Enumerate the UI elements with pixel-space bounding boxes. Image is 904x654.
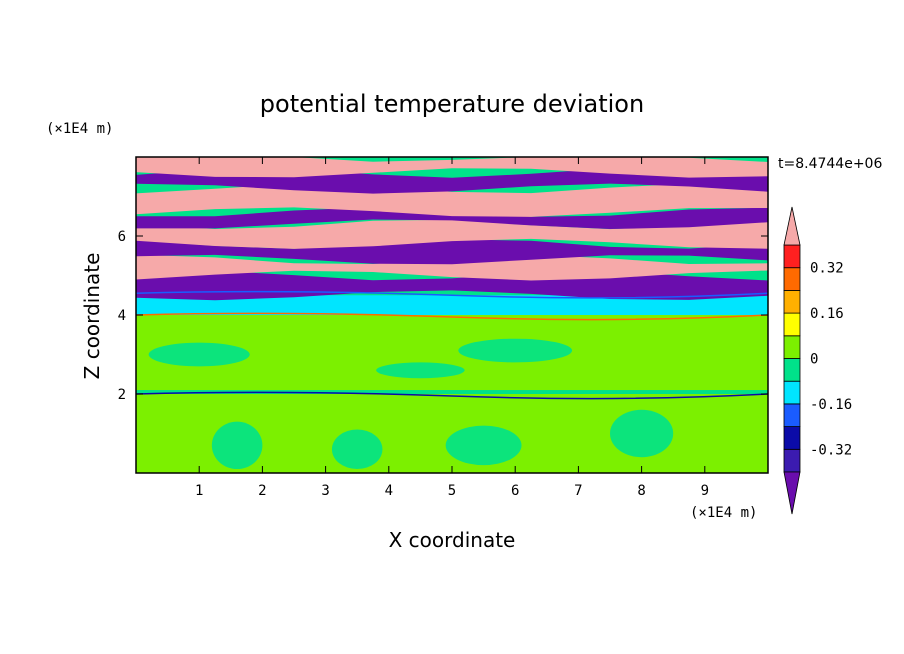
x-axis: 1 2 3 4 5 6 7 8 9 <box>195 157 709 499</box>
contour-band <box>136 183 768 217</box>
y-axis: 2 4 6 <box>118 229 768 403</box>
x-tick-label: 7 <box>574 483 582 499</box>
chart-title: potential temperature deviation <box>260 90 644 118</box>
x-tick-label: 3 <box>321 483 329 499</box>
contour-patch <box>142 413 206 454</box>
colorbar-segment <box>783 426 801 450</box>
y-axis-unit: (×1E4 m) <box>46 121 113 137</box>
x-tick-label: 2 <box>258 483 266 499</box>
contour-band <box>136 295 768 315</box>
contour-band <box>136 239 768 265</box>
contour-patch <box>211 421 263 470</box>
colorbar-min-triangle <box>783 471 801 515</box>
contour-patch <box>610 409 674 458</box>
contour-patch <box>628 346 731 371</box>
colorbar-segment <box>783 267 801 291</box>
colorbar-label: 0 <box>810 352 818 368</box>
contour-patch <box>262 409 339 442</box>
colorbar-label: -0.32 <box>810 442 852 458</box>
colorbar-label: -0.16 <box>810 397 852 413</box>
x-axis-unit: (×1E4 m) <box>690 505 757 521</box>
contour-edge <box>135 290 769 299</box>
colorbar-segment <box>783 403 801 427</box>
x-axis-label: X coordinate <box>389 528 516 552</box>
contour-band <box>136 390 768 394</box>
x-tick-label: 5 <box>448 483 456 499</box>
contour-patch <box>445 425 522 466</box>
contour-band <box>136 219 768 249</box>
colorbar-segment <box>783 312 801 337</box>
x-tick-label: 6 <box>511 483 519 499</box>
contour-patch <box>395 409 459 450</box>
colorbar-label: 0.32 <box>810 261 844 277</box>
contour-patch <box>148 342 250 367</box>
x-tick-label: 8 <box>637 483 645 499</box>
colorbar-segment <box>783 380 801 405</box>
time-label: t=8.4744e+06 <box>778 156 882 172</box>
colorbar-label: 0.16 <box>810 306 844 322</box>
y-axis-label: Z coordinate <box>80 253 104 380</box>
contour-edge <box>135 391 769 400</box>
y-tick-label: 6 <box>118 229 126 245</box>
contour-edge <box>135 312 769 321</box>
contour-fill-detail <box>135 290 769 470</box>
y-tick-label: 2 <box>118 387 126 403</box>
plot-area <box>135 156 769 474</box>
contour-patch <box>331 429 383 470</box>
colorbar: 0.32 0.16 0 -0.16 -0.32 <box>783 206 852 515</box>
colorbar-segment <box>783 448 801 473</box>
contour-patch <box>458 338 573 363</box>
contour-band <box>136 207 768 229</box>
contour-patch <box>692 421 756 462</box>
colorbar-segment <box>783 358 801 382</box>
colorbar-segment <box>783 335 801 359</box>
contour-patch <box>376 362 465 379</box>
contour-patch <box>521 413 610 462</box>
y-tick-label: 4 <box>118 308 126 324</box>
x-tick-label: 1 <box>195 483 203 499</box>
colorbar-segment <box>783 244 801 269</box>
x-tick-label: 9 <box>701 483 709 499</box>
colorbar-segment <box>783 289 801 314</box>
contour-patch <box>262 334 389 359</box>
colorbar-max-triangle <box>783 206 801 246</box>
x-tick-label: 4 <box>385 483 393 499</box>
contour-band <box>136 254 768 281</box>
contour-band <box>136 157 768 178</box>
